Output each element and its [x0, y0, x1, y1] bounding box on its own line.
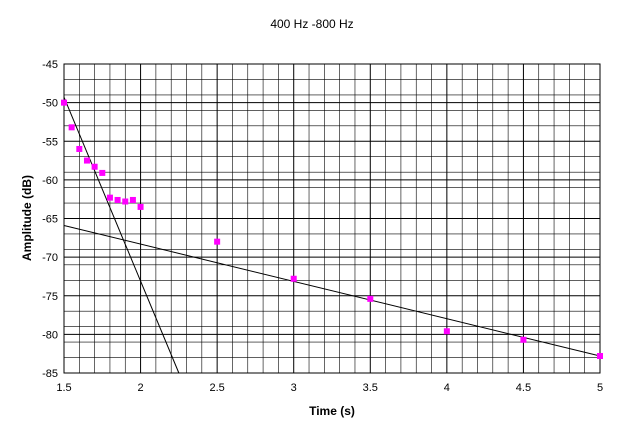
y-tick-label: -50	[42, 98, 58, 110]
y-axis-title: Amplitude (dB)	[20, 175, 34, 261]
data-point	[443, 328, 450, 335]
y-tick-label: -60	[42, 175, 58, 187]
y-tick-label: -75	[42, 291, 58, 303]
data-points	[61, 99, 603, 360]
chart-title: 400 Hz -800 Hz	[270, 17, 353, 31]
y-tick-label: -70	[42, 252, 58, 264]
data-point	[114, 196, 121, 203]
x-tick-labels: 1.5 2 2.5 3 3.5 4 4.5 5	[56, 382, 603, 394]
trendlines	[63, 97, 601, 374]
data-point	[214, 238, 221, 245]
data-point	[99, 169, 106, 176]
x-tick-label: 4.5	[516, 382, 531, 394]
x-tick-label: 4	[444, 382, 450, 394]
x-tick-label: 3	[291, 382, 297, 394]
data-point	[597, 353, 603, 360]
x-tick-label: 1.5	[56, 382, 71, 394]
x-tick-label: 2	[138, 382, 144, 394]
y-tick-label: -85	[42, 368, 58, 380]
data-point	[290, 275, 297, 282]
data-point	[137, 203, 144, 210]
data-point	[68, 124, 75, 131]
data-point	[83, 157, 90, 164]
y-tick-label: -55	[42, 136, 58, 148]
x-tick-label: 3.5	[363, 382, 378, 394]
data-point	[129, 196, 136, 203]
trendline-1	[63, 97, 180, 374]
y-tick-labels: -45 -50 -55 -60 -65 -70 -75 -80 -85	[42, 59, 58, 380]
data-point	[91, 163, 98, 170]
y-tick-label: -80	[42, 329, 58, 341]
trendline-2	[63, 224, 601, 357]
x-tick-label: 2.5	[209, 382, 224, 394]
data-point	[520, 336, 527, 343]
y-tick-label: -65	[42, 214, 58, 226]
data-point	[61, 99, 67, 106]
data-point	[76, 145, 83, 152]
data-point	[122, 198, 129, 205]
data-point	[106, 194, 113, 201]
plot-area-border	[63, 63, 601, 374]
x-axis-title: Time (s)	[309, 404, 355, 418]
data-point	[367, 295, 374, 302]
y-tick-label: -45	[42, 59, 58, 71]
x-tick-label: 5	[597, 382, 603, 394]
